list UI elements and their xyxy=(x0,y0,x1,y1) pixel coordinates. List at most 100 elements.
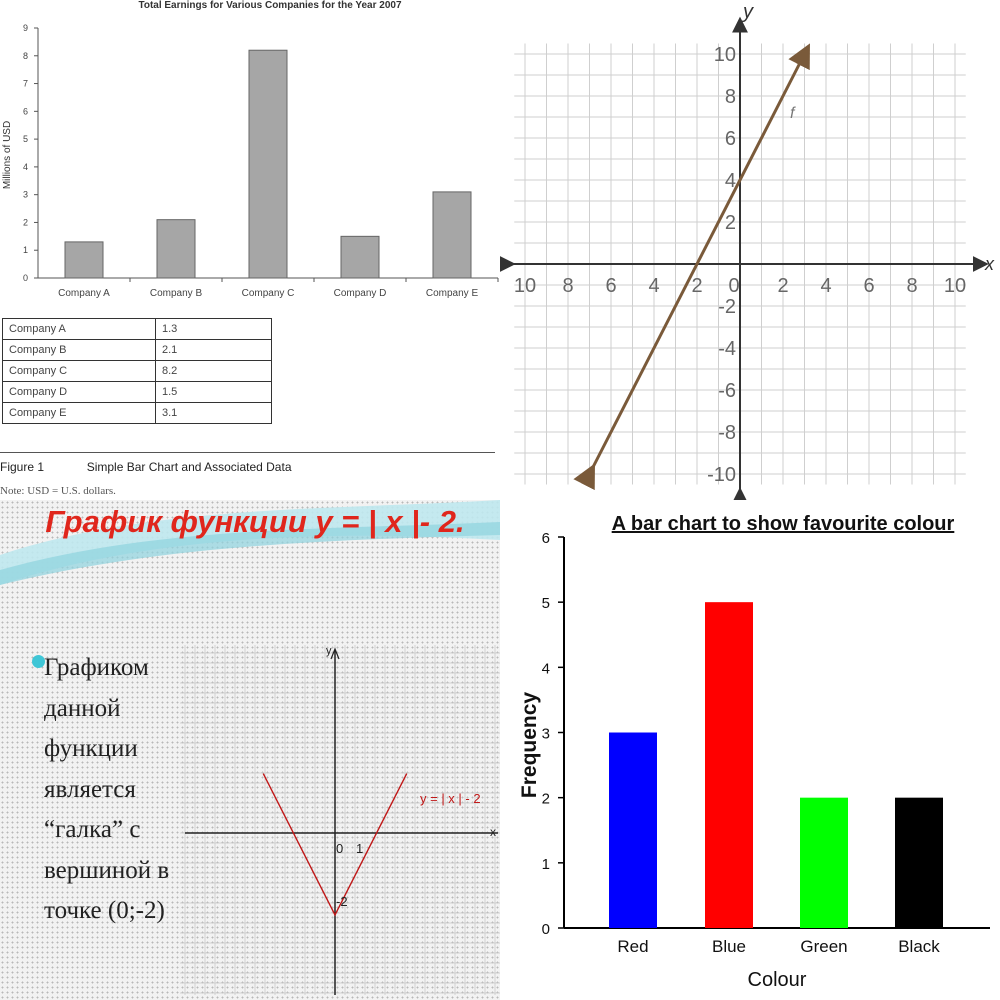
table-cell-company: Company D xyxy=(2,381,156,403)
y-axis-label: y xyxy=(741,1,754,23)
x-tick-label: 0 xyxy=(728,275,739,297)
line-label: f xyxy=(790,105,796,122)
y-tick-label: 7 xyxy=(23,79,28,89)
bar xyxy=(340,235,380,279)
y-tick-label: 5 xyxy=(23,134,28,144)
y-tick-label: 1 xyxy=(23,245,28,255)
y-axis-label: Frequency xyxy=(518,692,541,799)
y-tick-label: 3 xyxy=(542,726,550,743)
x-tick-label: 2 xyxy=(691,275,702,297)
bar xyxy=(432,191,472,279)
table-row: Company D 1.5 xyxy=(2,381,272,403)
table-cell-company: Company A xyxy=(2,318,156,340)
x-tick-label: 6 xyxy=(605,275,616,297)
slide-swoosh-decoration xyxy=(0,500,500,585)
bar xyxy=(705,602,753,928)
x-tick-label: Black xyxy=(898,937,940,956)
y-tick-label: 4 xyxy=(542,660,550,677)
x-tick-label: Red xyxy=(617,937,648,956)
x-tick-label: Blue xyxy=(712,937,746,956)
chart-title: A bar chart to show favourite colour xyxy=(612,513,955,535)
y-axis-label: Millions of USD xyxy=(2,121,13,189)
y-tick-label: 3 xyxy=(23,190,28,200)
bar xyxy=(609,732,657,928)
y-tick-label: 1 xyxy=(542,856,550,873)
y-tick-label: 8 xyxy=(725,86,736,108)
table-cell-company: Company C xyxy=(2,360,156,382)
x-tick-label: Company C xyxy=(242,288,295,299)
y-tick-label: 6 xyxy=(23,106,28,116)
table-cell-company: Company E xyxy=(2,402,156,424)
abs-curve xyxy=(262,773,408,917)
bar xyxy=(248,49,288,279)
bullet-icon xyxy=(32,655,45,668)
y-tick-label: 6 xyxy=(725,128,736,150)
bar xyxy=(156,219,196,279)
x-tick-label: 4 xyxy=(820,275,831,297)
x-tick-label: Company A xyxy=(58,288,110,299)
slide-title: График функции y = | x |- 2. xyxy=(45,504,465,539)
abs-function-graph: y x 0 1 -2 y = | x | - 2 xyxy=(180,645,500,995)
origin-label: 0 xyxy=(336,841,343,856)
y-tick-label: -6 xyxy=(718,380,736,402)
table-row: Company B 2.1 xyxy=(2,339,272,361)
favourite-colour-panel: A bar chart to show favourite colour Fre… xyxy=(500,500,1000,1000)
linear-graph-panel: 10 8 6 4 2 0 2 4 6 8 10 10 8 6 4 2 -2 -4 -6 -8 -10 y x f xyxy=(500,0,1000,500)
y-tick-label: -2 xyxy=(718,296,736,318)
x-tick-label: 4 xyxy=(648,275,659,297)
y-tick-label: 2 xyxy=(725,212,736,234)
table-cell-value: 1.5 xyxy=(155,381,272,403)
y-tick-label: 10 xyxy=(714,44,736,66)
bar xyxy=(64,241,104,279)
x-tick-label: Company B xyxy=(150,288,203,299)
figure-text: Simple Bar Chart and Associated Data xyxy=(86,460,292,474)
favourite-colour-chart: A bar chart to show favourite colour Fre… xyxy=(518,513,990,991)
x-tick-label: 6 xyxy=(863,275,874,297)
figure-caption: Figure 1 Simple Bar Chart and Associated… xyxy=(0,460,292,474)
y-tick-label: 6 xyxy=(542,530,550,547)
caption-divider xyxy=(0,452,495,453)
y-tick-label: 0 xyxy=(542,921,550,938)
x-tick-label: 8 xyxy=(562,275,573,297)
tick-label-minus-two: -2 xyxy=(336,894,348,909)
y-tick-label: -10 xyxy=(707,464,736,486)
chart-title: Total Earnings for Various Companies for… xyxy=(138,0,401,11)
table-row: Company C 8.2 xyxy=(2,360,272,382)
x-tick-label: 2 xyxy=(777,275,788,297)
y-tick-label: -8 xyxy=(718,422,736,444)
x-axis-label: x xyxy=(490,825,496,839)
y-tick-label: -4 xyxy=(718,338,736,360)
y-tick-label: 0 xyxy=(23,273,28,283)
company-earnings-panel: Total Earnings for Various Companies for… xyxy=(0,0,500,500)
bar xyxy=(800,797,848,928)
slide-bullet-text: Графиком данной функции является “галка”… xyxy=(44,654,170,924)
table-row: Company A 1.3 xyxy=(2,318,272,340)
x-tick-label: Company D xyxy=(334,288,387,299)
y-tick-label: 9 xyxy=(23,23,28,33)
data-table: Company A 1.3 Company B 2.1 Company C 8.2 Comp… xyxy=(2,318,272,424)
y-tick-label: 2 xyxy=(542,791,550,808)
x-tick-label: Company E xyxy=(426,288,479,299)
x-tick-label: 10 xyxy=(514,275,536,297)
table-cell-company: Company B xyxy=(2,339,156,361)
y-tick-label: 4 xyxy=(23,162,28,172)
table-row: Company E 3.1 xyxy=(2,402,272,424)
table-cell-value: 8.2 xyxy=(155,360,272,382)
x-axis-label: x xyxy=(984,254,995,274)
tick-label-one: 1 xyxy=(356,841,363,856)
figure-note: Note: USD = U.S. dollars. xyxy=(0,485,116,497)
table-cell-value: 2.1 xyxy=(155,339,272,361)
y-axis-label: y xyxy=(326,645,332,657)
x-tick-label: Green xyxy=(800,937,847,956)
curve-label: y = | x | - 2 xyxy=(420,791,481,806)
y-tick-label: 8 xyxy=(23,51,28,61)
x-tick-label: 10 xyxy=(944,275,966,297)
abs-function-slide xyxy=(0,500,500,1000)
table-cell-value: 1.3 xyxy=(155,318,272,340)
x-tick-label: 8 xyxy=(906,275,917,297)
table-cell-value: 3.1 xyxy=(155,402,272,424)
company-earnings-chart: Total Earnings for Various Companies for… xyxy=(2,0,499,299)
figure-label: Figure 1 xyxy=(0,460,45,474)
y-axis-arrow xyxy=(330,647,340,660)
